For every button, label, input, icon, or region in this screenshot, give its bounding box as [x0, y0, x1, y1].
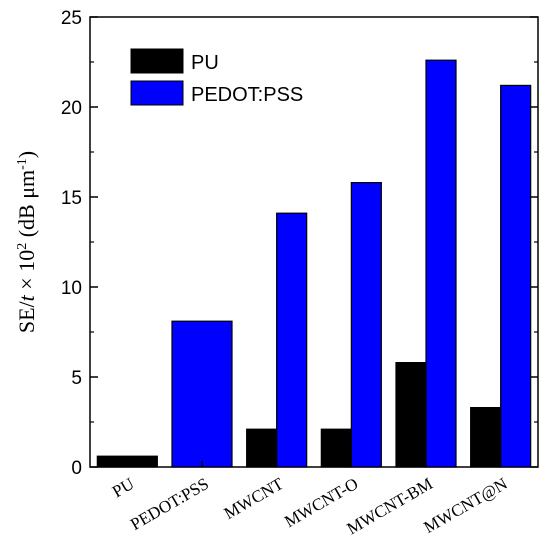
bar-pu-mwcnt [246, 428, 278, 468]
legend-label-pu: PU [191, 52, 219, 74]
bar-pu-mwcnt-o [320, 428, 352, 468]
bar-pedot-pss-pedot-pss [171, 320, 233, 468]
x-tick-label-mwcnt-bm: MWCNT-BM [344, 474, 436, 538]
bar-pedot-pss-mwcnt-n [500, 84, 532, 468]
y-tick-label-5: 5 [71, 368, 82, 389]
legend-swatch-pedot-pss [130, 80, 184, 106]
x-tick-label-mwcnt-n: MWCNT@N [421, 474, 511, 537]
y-tick-label-0: 0 [71, 458, 82, 479]
bar-pedot-pss-mwcnt-o [350, 182, 382, 468]
y-axis-label: SE/t × 102 (dB μm-1) [14, 151, 39, 333]
legend-swatch-pu [130, 48, 184, 74]
y-tick-label-20: 20 [61, 98, 82, 119]
bar-pedot-pss-mwcnt-bm [425, 59, 457, 468]
bars-group [96, 59, 532, 468]
x-tick-label-pedot-pss: PEDOT:PSS [127, 474, 212, 534]
y-tick-label-15: 15 [61, 188, 82, 209]
y-tick-label-10: 10 [61, 278, 82, 299]
bar-pu-mwcnt-n [470, 407, 502, 468]
y-axis-ticks: 0 5 10 15 20 25 [61, 8, 538, 479]
y-tick-label-25: 25 [61, 8, 82, 29]
bar-pedot-pss-mwcnt [276, 212, 308, 468]
bar-pu-mwcnt-bm [395, 362, 427, 468]
x-tick-label-pu: PU [109, 474, 137, 501]
legend-label-pedot-pss: PEDOT:PSS [191, 84, 303, 106]
x-tick-label-mwcnt: MWCNT [221, 474, 287, 523]
legend: PU PEDOT:PSS [130, 48, 303, 106]
